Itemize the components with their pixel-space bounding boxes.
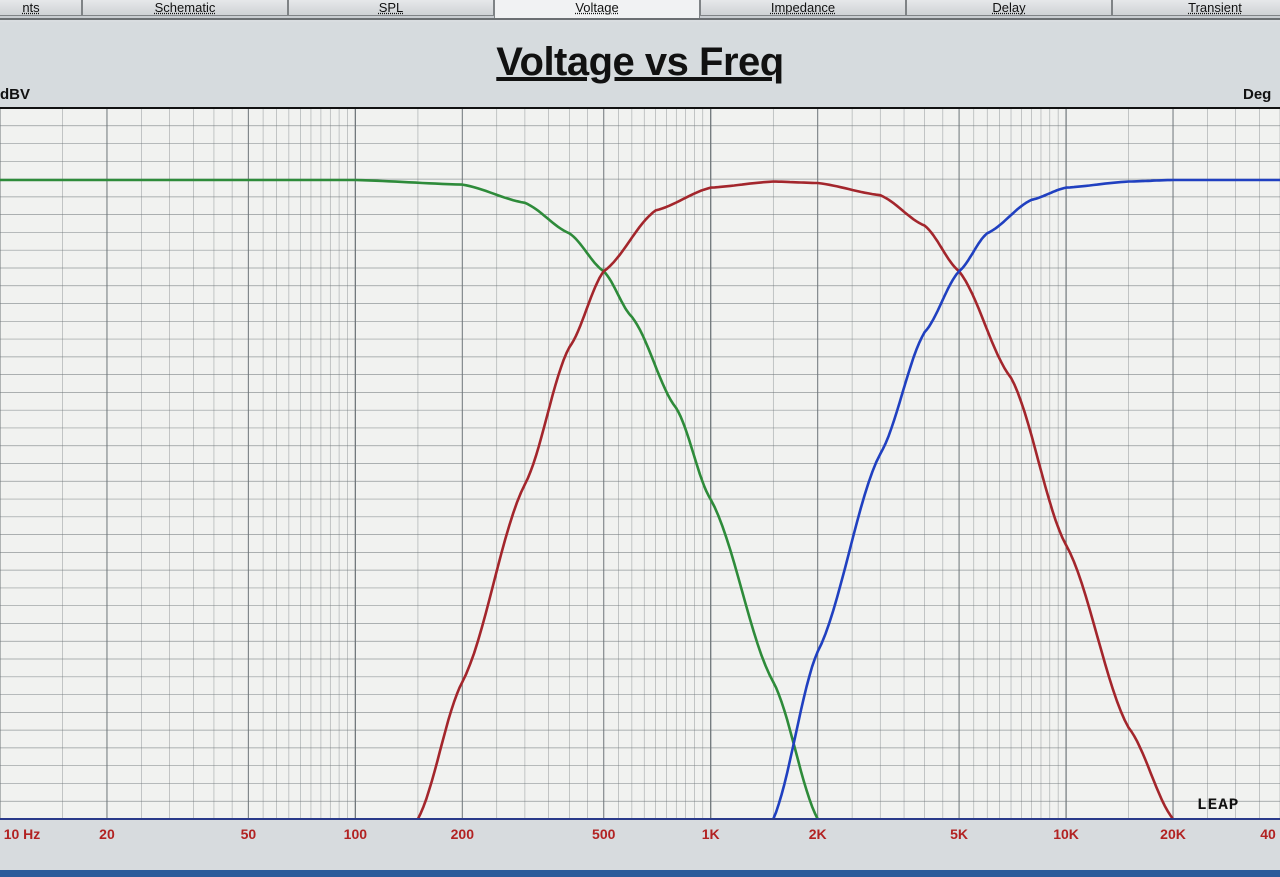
- tab-transient[interactable]: Transient: [1112, 0, 1280, 16]
- x-tick-label: 10 Hz: [3, 826, 41, 842]
- title-area: [0, 22, 1280, 108]
- tab-impedance[interactable]: Impedance: [700, 0, 906, 16]
- x-tick-label: 5K: [950, 826, 969, 842]
- x-tick-label: 200: [450, 826, 474, 842]
- midrange-bandpass-curve: [416, 180, 1175, 820]
- y-axis-left-unit: dBV: [0, 86, 30, 103]
- x-tick-label: 10K: [1053, 826, 1079, 842]
- grid: [0, 107, 1280, 820]
- window-bottom-edge: [0, 870, 1280, 877]
- x-tick-label: 100: [343, 826, 368, 842]
- x-axis-strip: [0, 820, 1280, 870]
- x-tick-label: 500: [592, 826, 616, 842]
- tab-schematic[interactable]: Schematic: [82, 0, 288, 16]
- y-axis-right-unit: Deg: [1243, 86, 1272, 103]
- x-tick-label: 40: [1260, 826, 1276, 842]
- tab-bar: nts Schematic SPL Voltage Impedance Dela…: [0, 0, 1280, 20]
- x-tick-label: 20K: [1160, 826, 1186, 842]
- leap-logo: LEAP: [1197, 796, 1240, 814]
- tab-voltage[interactable]: Voltage: [494, 0, 700, 18]
- tab-spl[interactable]: SPL: [288, 0, 494, 16]
- chart-title: Voltage vs Freq: [496, 40, 784, 84]
- x-tick-label: 50: [240, 826, 257, 842]
- series-layer: [0, 178, 1280, 820]
- tab-nts[interactable]: nts: [0, 0, 82, 16]
- x-tick-label: 20: [99, 826, 115, 842]
- tweeter-highpass-curve: [772, 178, 1280, 820]
- tab-delay[interactable]: Delay: [906, 0, 1112, 16]
- x-tick-label: 2K: [808, 826, 827, 842]
- x-tick-label: 1K: [701, 826, 720, 842]
